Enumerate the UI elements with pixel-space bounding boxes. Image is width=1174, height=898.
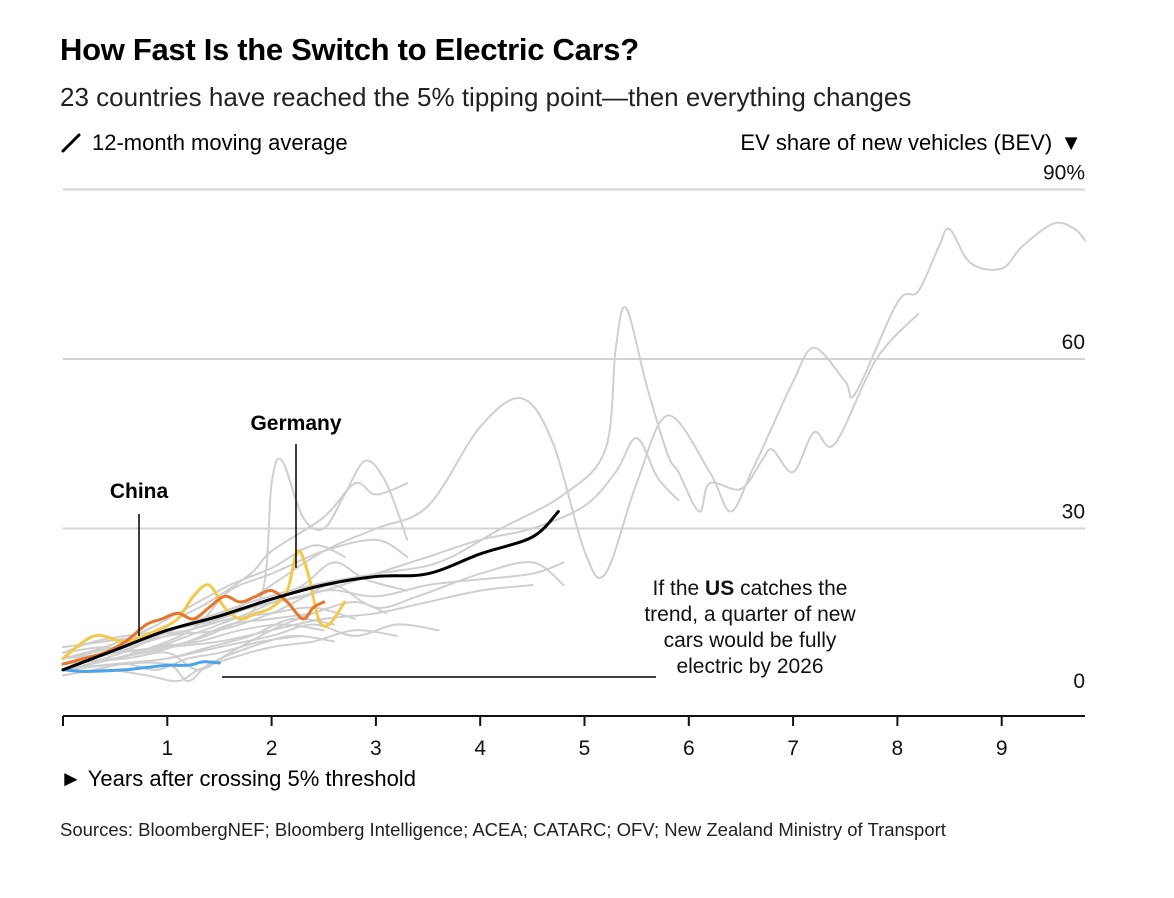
- y-tick-label: 60: [1062, 331, 1085, 354]
- x-tick-label: 3: [370, 737, 382, 760]
- sources-note: Sources: BloombergNEF; Bloomberg Intelli…: [60, 819, 946, 840]
- us-annotation-line1: If the US catches the: [653, 577, 848, 600]
- diagonal-line-icon: [61, 133, 81, 153]
- y-tick-label: 0: [1073, 670, 1085, 693]
- series-line-country-s: [62, 623, 325, 666]
- other-country-lines: [62, 221, 1087, 683]
- y-tick-label: 90%: [1043, 162, 1085, 185]
- caret-down-icon: ▼: [1060, 130, 1082, 155]
- x-tick-label: 4: [474, 737, 486, 760]
- metric-label: EV share of new vehicles (BEV): [740, 130, 1053, 155]
- x-tick-label: 2: [266, 737, 278, 760]
- x-tick-label: 5: [579, 737, 591, 760]
- highlighted-lines: [61, 510, 560, 673]
- us-annotation-line2: trend, a quarter of new: [644, 603, 856, 626]
- legend-moving-average: 12-month moving average: [60, 130, 348, 156]
- x-axis-title: ► Years after crossing 5% threshold: [60, 766, 416, 792]
- chart-subtitle: 23 countries have reached the 5% tipping…: [60, 82, 912, 112]
- axes: 0 30 60 90% 1 2 3 4 5 6 7 8 9: [62, 162, 1085, 760]
- play-icon: ►: [60, 766, 82, 791]
- series-line-12-month-moving-average: [61, 510, 560, 672]
- x-axis-label: Years after crossing 5% threshold: [87, 766, 416, 791]
- series-line-country-q: [62, 544, 346, 660]
- x-tick-label: 9: [996, 737, 1008, 760]
- x-tick-label: 1: [161, 737, 173, 760]
- series-line-country-t: [62, 612, 315, 654]
- us-annotation-line3: cars would be fully: [664, 629, 837, 652]
- x-tick-label: 6: [683, 737, 695, 760]
- series-line-country-g: [62, 561, 565, 654]
- series-line-country-o: [62, 584, 534, 666]
- annotations: China Germany If the US catches the tren…: [110, 412, 857, 678]
- series-line-country-r: [62, 617, 336, 671]
- us-annotation-line4: electric by 2026: [676, 655, 823, 678]
- y-tick-label: 30: [1062, 501, 1085, 524]
- line-chart: China Germany If the US catches the tren…: [61, 162, 1087, 760]
- series-line-country-f: [62, 561, 565, 666]
- metric-selector[interactable]: EV share of new vehicles (BEV) ▼: [740, 130, 1082, 156]
- gridlines: [63, 188, 1085, 530]
- germany-label: Germany: [250, 412, 341, 435]
- china-label: China: [110, 480, 169, 503]
- series-line-us: [61, 660, 221, 673]
- x-tick-label: 8: [892, 737, 904, 760]
- chart-title: How Fast Is the Switch to Electric Cars?: [60, 32, 639, 67]
- legend-label: 12-month moving average: [92, 130, 348, 155]
- series-line-country-a: [62, 221, 1087, 660]
- series-line-country-m: [62, 606, 356, 649]
- series-line-china: [61, 589, 326, 666]
- x-tick-label: 7: [787, 737, 799, 760]
